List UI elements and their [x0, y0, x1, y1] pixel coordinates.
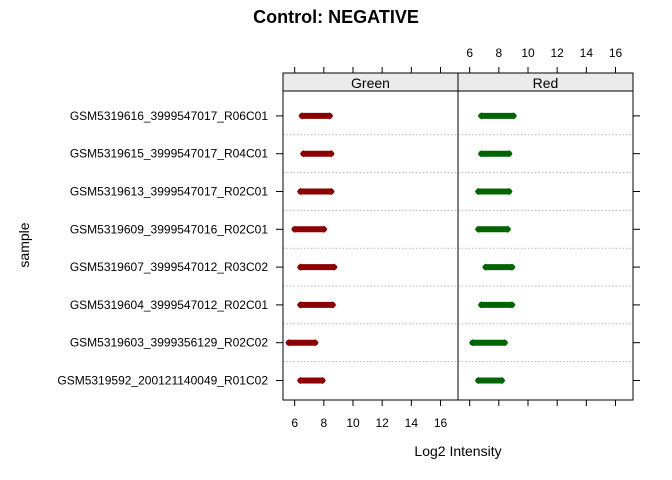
data-range-green	[285, 339, 319, 347]
range-max-point-green	[311, 339, 319, 347]
data-range-green	[299, 150, 335, 158]
data-range-red	[474, 187, 513, 196]
data-range-green	[296, 263, 338, 271]
data-range-green	[296, 376, 326, 385]
range-min-point-red	[474, 225, 483, 233]
range-max-point-red	[509, 112, 518, 120]
strip-red-bg	[458, 73, 633, 91]
range-min-point-red	[477, 150, 485, 158]
x-tick-label-bottom: 10	[346, 416, 360, 430]
range-min-point-green	[291, 225, 299, 233]
range-max-point-red	[503, 225, 512, 233]
range-max-point-red	[505, 150, 513, 158]
range-max-point-red	[498, 376, 506, 385]
x-tick-label-top: 16	[609, 46, 623, 60]
sample-label: GSM5319615_3999547017_R04C01	[70, 147, 268, 161]
range-max-point-green	[327, 187, 335, 196]
x-tick-label-bottom: 14	[405, 416, 419, 430]
panel-green-border	[282, 72, 459, 401]
sample-label: GSM5319603_3999356129_R02C02	[70, 336, 268, 350]
range-max-point-red	[501, 339, 509, 347]
range-max-point-green	[318, 376, 326, 385]
data-range-red	[477, 150, 513, 158]
range-min-point-red	[468, 339, 477, 347]
range-min-point-green	[296, 301, 305, 309]
range-min-point-red	[477, 301, 485, 309]
data-range-green	[291, 225, 328, 233]
range-min-point-red	[482, 263, 490, 271]
x-tick-label-top: 8	[495, 46, 502, 60]
range-max-point-green	[326, 112, 334, 120]
range-min-point-red	[477, 112, 485, 120]
sample-label: GSM5319616_3999547017_R06C01	[70, 109, 268, 123]
x-tick-label-top: 10	[521, 46, 535, 60]
data-range-red	[474, 225, 512, 233]
strip-label-green: Green	[351, 75, 390, 91]
data-range-red	[477, 112, 518, 120]
panel-red-border	[457, 72, 634, 401]
data-range-red	[477, 301, 516, 309]
x-tick-label-bottom: 8	[320, 416, 327, 430]
strip-label-red: Red	[533, 75, 559, 91]
range-max-point-green	[328, 301, 337, 309]
range-max-point-green	[327, 150, 335, 158]
range-min-point-green	[299, 150, 308, 158]
sample-label: GSM5319592_200121140049_R01C02	[57, 374, 268, 388]
x-tick-label-top: 14	[580, 46, 594, 60]
sample-label: GSM5319609_3999547016_R02C01	[70, 222, 268, 236]
data-range-green	[296, 301, 337, 309]
sample-label: GSM5319604_3999547012_R02C01	[70, 298, 268, 312]
x-tick-label-top: 12	[550, 46, 564, 60]
range-min-point-green	[285, 339, 293, 347]
x-tick-label-bottom: 12	[375, 416, 389, 430]
range-max-point-green	[330, 263, 338, 271]
data-range-red	[474, 376, 506, 385]
sample-label: GSM5319607_3999547012_R03C02	[70, 260, 268, 274]
range-max-point-green	[320, 225, 328, 233]
range-min-point-green	[298, 112, 306, 120]
range-min-point-red	[474, 187, 483, 196]
range-min-point-red	[474, 376, 483, 385]
data-range-green	[298, 112, 334, 120]
x-axis-label: Log2 Intensity	[414, 443, 501, 459]
sample-label: GSM5319613_3999547017_R02C01	[70, 185, 268, 199]
range-min-point-green	[296, 263, 305, 271]
range-min-point-green	[296, 376, 305, 385]
strip-green-bg	[283, 73, 458, 91]
x-tick-label-top: 6	[466, 46, 473, 60]
range-max-point-red	[508, 263, 516, 271]
x-tick-label-bottom: 6	[291, 416, 298, 430]
y-axis-label: sample	[16, 222, 32, 267]
data-range-green	[296, 187, 335, 196]
range-max-point-red	[508, 301, 516, 309]
data-range-red	[482, 263, 516, 271]
x-tick-label-bottom: 16	[434, 416, 448, 430]
data-range-red	[468, 339, 509, 347]
chart-title: Control: NEGATIVE	[253, 7, 419, 27]
range-min-point-green	[296, 187, 305, 196]
range-max-point-red	[505, 187, 513, 196]
